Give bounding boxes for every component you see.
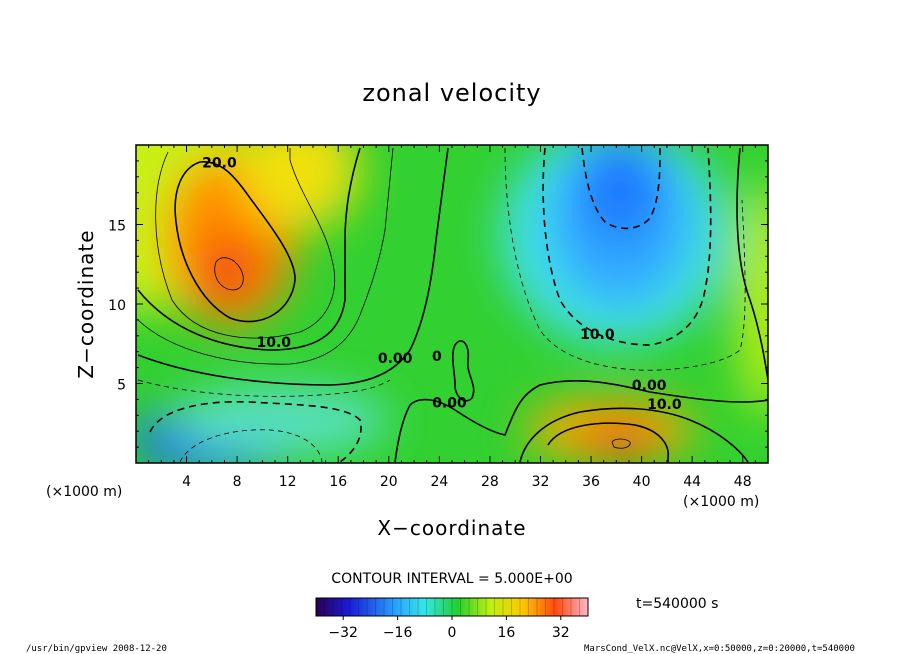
contour-neg5-left [137, 379, 391, 397]
field-blob-right-core [580, 145, 660, 240]
colorbar-tick-label: 0 [448, 625, 457, 641]
contour-label: 0 [432, 349, 442, 365]
contour-labels: 20.0 10.0 0.00 0 0.00 10.0 0.00 10.0 [202, 155, 682, 413]
time-label: t=540000 s [636, 596, 718, 612]
field-blob-left-yellow [240, 145, 360, 230]
x-tick-label: 36 [582, 474, 600, 490]
contour-label: 0.00 [378, 351, 413, 367]
footer-left: /usr/bin/gpview 2008-12-20 [26, 644, 167, 654]
contour-0-lower [394, 380, 768, 463]
chart-title: zonal velocity [362, 79, 541, 107]
contour-label: 10.0 [647, 397, 682, 413]
contour-neg10-left [149, 400, 362, 463]
colorbar-stripes [324, 598, 580, 616]
colorbar-ticks: −32 −16 0 16 32 [328, 616, 570, 641]
contour-10-left [137, 147, 361, 351]
x-tick-label: 12 [279, 474, 297, 490]
x-tick-label: 8 [233, 474, 242, 490]
color-field [136, 145, 768, 463]
x-tick-label: 28 [481, 474, 499, 490]
x-axis-label: X−coordinate [377, 516, 526, 540]
y-tick-label: 10 [108, 298, 126, 314]
contour-15 [155, 148, 336, 339]
contour-10-right [519, 407, 749, 463]
y-tick-label: 15 [108, 219, 126, 235]
colorbar-tick-label: 32 [552, 625, 570, 641]
plot-area [136, 145, 768, 463]
x-tick-label: 4 [182, 474, 191, 490]
contour-25-right [611, 438, 631, 449]
colorbar-tick-label: 16 [497, 625, 515, 641]
contour-neg15-left [179, 429, 323, 463]
contour-interval: CONTOUR INTERVAL = 5.000E+00 [331, 571, 572, 587]
contour-0-right [736, 147, 768, 381]
contour-20 [174, 161, 296, 323]
contour-neg20-right [581, 147, 661, 230]
x-tick-label: 24 [430, 474, 448, 490]
x-tick-label: 48 [734, 474, 752, 490]
contour-5-left [137, 147, 394, 365]
contour-label: 0.00 [432, 395, 467, 411]
x-tick-label: 16 [329, 474, 347, 490]
field-blob-far-right-yellow [740, 180, 768, 420]
field-blob-lower-right-hot [580, 422, 660, 458]
x-unit-right: (×1000 m) [683, 494, 759, 510]
contour-0-island [452, 340, 475, 402]
colorbar-tick-label: −16 [383, 625, 413, 641]
contour-label: 0.00 [632, 378, 667, 394]
contour-neg10-right [542, 147, 712, 346]
contour-label: 20.0 [202, 155, 237, 171]
contours [137, 147, 768, 463]
x-tick-label: 44 [683, 474, 701, 490]
x-tick-label: 20 [380, 474, 398, 490]
x-axis: 4 8 12 16 20 24 28 32 36 40 44 48 [148, 145, 756, 490]
contour-label: 10.0 [580, 327, 615, 343]
contour-0-main [137, 147, 449, 386]
x-unit-left: (×1000 m) [46, 484, 122, 500]
field-blob-lower-left-cyan [170, 385, 390, 455]
y-tick-label: 5 [117, 378, 126, 394]
contour-label: 10.0 [257, 335, 292, 351]
colorbar-tick-label: −32 [328, 625, 358, 641]
y-axis-label: Z−coordinate [74, 229, 98, 378]
contour-neg5-right [504, 147, 746, 371]
x-tick-label: 40 [633, 474, 651, 490]
x-tick-label: 32 [532, 474, 550, 490]
y-axis: 5 10 15 [108, 160, 768, 448]
field-blob-upper-left-core [200, 240, 256, 300]
contour-25 [214, 257, 244, 291]
footer-right: MarsCond_VelX.nc@VelX,x=0:50000,z=0:2000… [584, 644, 855, 654]
contour-20-right [547, 422, 669, 462]
